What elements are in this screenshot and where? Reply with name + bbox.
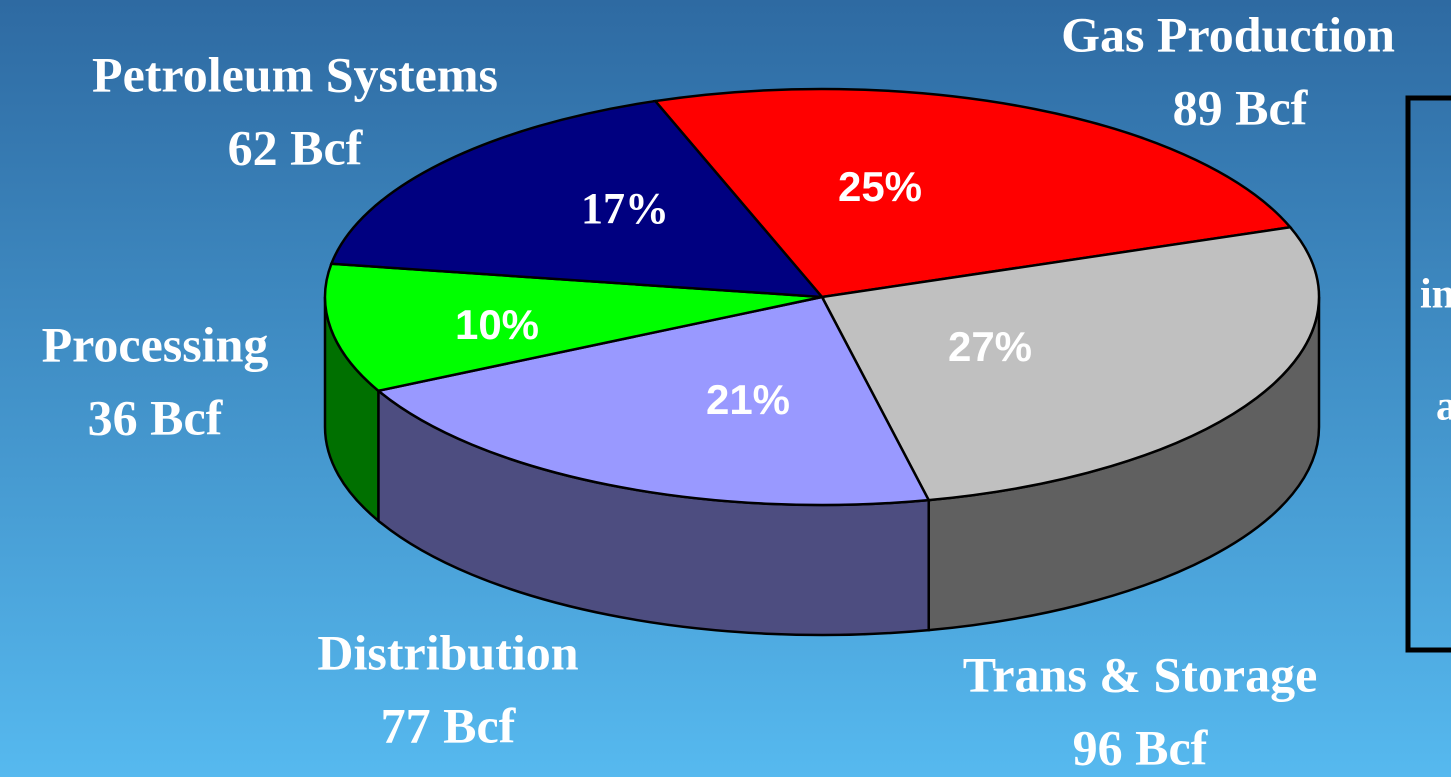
amount-label: 89 Bcf bbox=[1173, 79, 1309, 135]
value-label: 21% bbox=[706, 376, 790, 423]
value-label: 17% bbox=[581, 184, 669, 233]
side-box-text: in bbox=[1420, 272, 1451, 318]
slice bbox=[329, 99, 825, 299]
category-label: Petroleum Systems bbox=[92, 46, 498, 102]
category-label: Processing bbox=[42, 316, 269, 372]
slice bbox=[652, 87, 1293, 299]
value-label: 27% bbox=[948, 323, 1032, 370]
value-label: 10% bbox=[455, 301, 539, 348]
side-box-text: a bbox=[1436, 384, 1451, 430]
amount-label: 77 Bcf bbox=[381, 697, 517, 753]
slice bbox=[323, 262, 823, 393]
amount-label: 36 Bcf bbox=[88, 389, 224, 445]
category-label: Distribution bbox=[317, 624, 578, 680]
value-label: 25% bbox=[838, 163, 922, 210]
amount-label: 96 Bcf bbox=[1073, 719, 1209, 775]
slice bbox=[375, 295, 931, 507]
side-box bbox=[1405, 95, 1451, 653]
category-label: Gas Production bbox=[1061, 6, 1395, 62]
amount-label: 62 Bcf bbox=[228, 119, 364, 175]
category-label: Trans & Storage bbox=[963, 646, 1318, 702]
slice bbox=[820, 225, 1321, 502]
